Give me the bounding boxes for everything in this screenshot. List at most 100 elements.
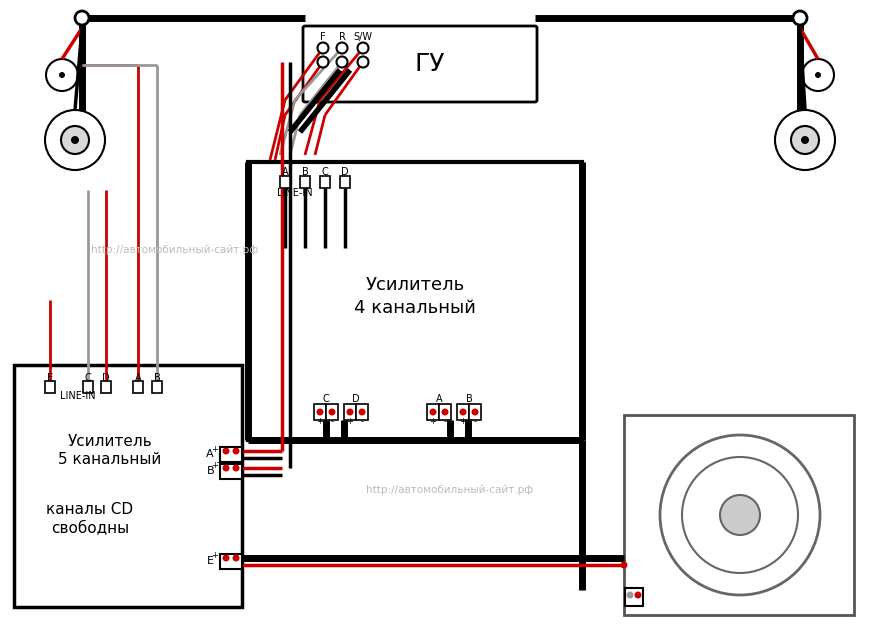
Text: http://автомобильный-сайт.рф: http://автомобильный-сайт.рф [366, 485, 534, 495]
Circle shape [791, 126, 819, 154]
Text: +: + [316, 418, 324, 426]
Text: F: F [320, 32, 326, 42]
Bar [220, 447, 242, 462]
Text: A: A [206, 449, 214, 459]
Text: C: C [85, 373, 91, 383]
Circle shape [359, 408, 365, 416]
Circle shape [232, 465, 240, 472]
Circle shape [337, 43, 347, 53]
Text: +: + [211, 551, 218, 561]
Text: R: R [339, 32, 346, 42]
Text: ГУ: ГУ [415, 52, 446, 76]
Text: 4 канальный: 4 канальный [354, 299, 476, 317]
Text: -: - [361, 418, 363, 426]
Circle shape [45, 110, 105, 170]
Bar [220, 554, 242, 569]
Bar [300, 176, 310, 188]
Bar [356, 404, 368, 420]
Text: -: - [331, 418, 333, 426]
Bar [427, 404, 439, 420]
Bar [624, 415, 854, 615]
Text: http://автомобильный-сайт.рф: http://автомобильный-сайт.рф [91, 245, 259, 255]
Bar [340, 176, 350, 188]
Text: Усилитель: Усилитель [67, 435, 152, 450]
Text: B: B [206, 466, 214, 476]
Circle shape [317, 57, 329, 67]
Circle shape [793, 11, 807, 25]
Circle shape [75, 11, 89, 25]
Text: LINE-IN: LINE-IN [278, 188, 313, 198]
Circle shape [430, 408, 437, 416]
Text: C: C [323, 394, 330, 404]
Bar [152, 381, 162, 393]
Bar [314, 404, 326, 420]
Circle shape [337, 57, 347, 67]
Text: +: + [347, 418, 354, 426]
Text: D: D [352, 394, 360, 404]
Circle shape [660, 435, 820, 595]
Bar [248, 162, 582, 440]
Circle shape [357, 43, 369, 53]
Text: B: B [154, 373, 160, 383]
Circle shape [329, 408, 336, 416]
Text: E: E [207, 556, 214, 566]
Circle shape [815, 72, 821, 78]
Circle shape [223, 465, 230, 472]
Circle shape [317, 43, 329, 53]
Text: S/W: S/W [354, 32, 372, 42]
Bar [439, 404, 451, 420]
Circle shape [460, 408, 467, 416]
Circle shape [223, 448, 230, 455]
Circle shape [357, 57, 369, 67]
Bar [326, 404, 338, 420]
Circle shape [223, 555, 230, 561]
Circle shape [232, 555, 240, 561]
Circle shape [635, 592, 642, 598]
Text: -: - [217, 457, 220, 467]
Circle shape [621, 561, 628, 568]
Text: C: C [322, 167, 328, 177]
Text: свободны: свободны [51, 521, 129, 536]
Text: +: + [430, 418, 437, 426]
Text: каналы CD: каналы CD [47, 502, 133, 517]
Text: +: + [460, 418, 467, 426]
Text: A: A [134, 373, 141, 383]
Text: A: A [282, 167, 288, 177]
Circle shape [720, 495, 760, 535]
Circle shape [682, 457, 798, 573]
Circle shape [46, 59, 78, 91]
Text: +: + [211, 445, 218, 453]
Bar [101, 381, 111, 393]
Circle shape [59, 72, 65, 78]
Bar [469, 404, 481, 420]
Text: B: B [301, 167, 309, 177]
Bar [344, 404, 356, 420]
Bar [625, 588, 643, 606]
FancyBboxPatch shape [303, 26, 537, 102]
Circle shape [802, 59, 834, 91]
Text: D: D [103, 373, 110, 383]
Bar [320, 176, 330, 188]
Bar [83, 381, 93, 393]
Circle shape [627, 592, 634, 598]
Text: 5 канальный: 5 канальный [58, 453, 162, 467]
Bar [133, 381, 143, 393]
Bar [14, 365, 242, 607]
Circle shape [61, 126, 89, 154]
Text: A: A [436, 394, 442, 404]
Text: E: E [47, 373, 53, 383]
Text: Усилитель: Усилитель [365, 276, 465, 294]
Text: -: - [444, 418, 446, 426]
Circle shape [232, 448, 240, 455]
Circle shape [347, 408, 354, 416]
Circle shape [775, 110, 835, 170]
Circle shape [471, 408, 478, 416]
Text: LINE-IN: LINE-IN [60, 391, 95, 401]
Circle shape [71, 136, 79, 144]
Bar [280, 176, 290, 188]
Text: B: B [466, 394, 472, 404]
Text: -: - [474, 418, 476, 426]
Text: D: D [341, 167, 349, 177]
Circle shape [441, 408, 448, 416]
Bar [45, 381, 55, 393]
